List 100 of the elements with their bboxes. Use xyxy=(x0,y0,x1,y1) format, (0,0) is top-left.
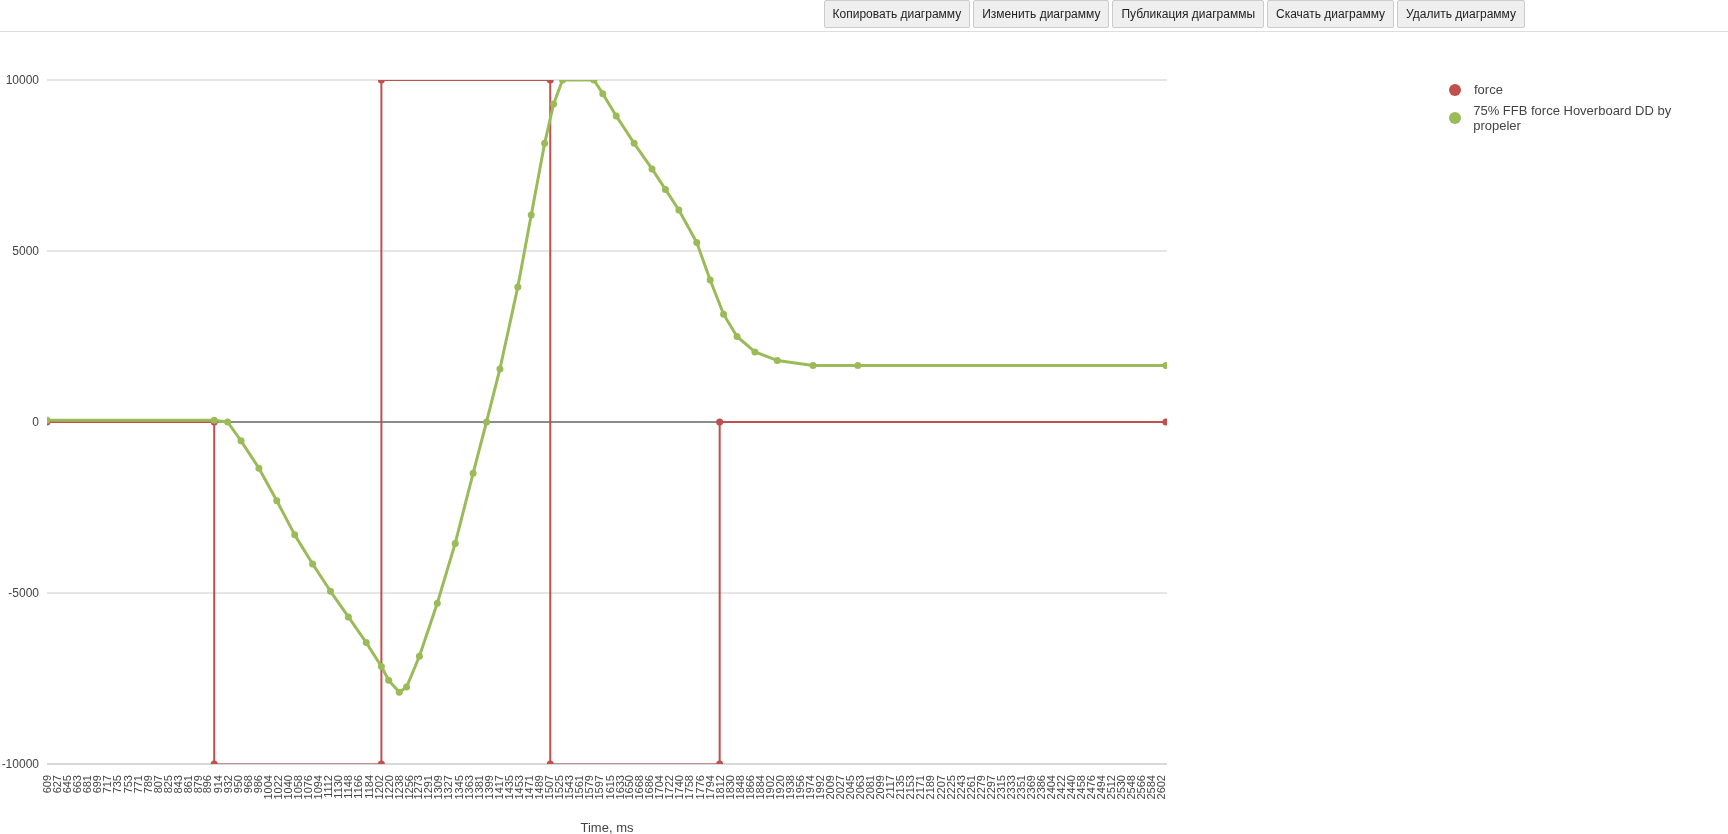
x-tick-label: 843 xyxy=(171,775,184,794)
x-tick-label: 2279 xyxy=(974,775,987,800)
x-axis-title: Time, ms xyxy=(580,820,634,834)
x-tick-label: 2045 xyxy=(843,775,856,800)
x-tick-label: 699 xyxy=(91,775,104,794)
x-tick-label: 1704 xyxy=(653,775,666,800)
x-tick-label: 1758 xyxy=(683,775,696,800)
x-tick-label: 2422 xyxy=(1054,775,1067,800)
x-tick-label: 2171 xyxy=(914,775,927,800)
y-tick-label: -10000 xyxy=(1,757,40,772)
x-tick-label: 1166 xyxy=(352,775,365,799)
x-tick-label: 735 xyxy=(111,775,124,794)
x-tick-label: 2243 xyxy=(954,775,967,800)
x-tick-label: 1022 xyxy=(271,775,284,800)
x-tick-label: 627 xyxy=(51,775,64,794)
x-tick-label: 2189 xyxy=(924,775,937,800)
x-tick-label: 1866 xyxy=(743,775,756,800)
x-tick-label: 1148 xyxy=(342,775,355,799)
x-tick-label: 1579 xyxy=(583,775,596,800)
x-tick-label: 2099 xyxy=(874,775,887,800)
y-tick-label: 0 xyxy=(32,415,40,430)
x-tick-label: 1489 xyxy=(533,775,546,800)
x-tick-label: 1794 xyxy=(703,775,716,800)
x-tick-label: 2063 xyxy=(854,775,867,800)
x-tick-label: 789 xyxy=(141,775,154,794)
x-tick-label: 1202 xyxy=(372,775,385,800)
button: Удалить диаграмму xyxy=(1397,0,1525,28)
x-tick-label: 1417 xyxy=(492,775,505,800)
x-tick-label: 2351 xyxy=(1015,775,1028,800)
x-tick-label: 1363 xyxy=(462,775,475,800)
x-tick-label: 1507 xyxy=(543,775,556,800)
x-tick-label: 2153 xyxy=(904,775,917,800)
x-tick-label: 717 xyxy=(101,775,114,794)
x-tick-label: 2297 xyxy=(984,775,997,800)
x-tick-label: 825 xyxy=(161,775,174,794)
x-tick-label: 1597 xyxy=(593,775,606,800)
x-tick-label: 1094 xyxy=(312,775,325,800)
x-tick-label: 879 xyxy=(191,775,204,794)
x-tick-label: 2117 xyxy=(884,775,897,799)
x-tick-label: 1920 xyxy=(774,775,787,800)
x-tick-label: 753 xyxy=(121,775,134,794)
x-tick-label: 1722 xyxy=(663,775,676,800)
x-tick-label: 1112 xyxy=(322,775,335,798)
x-tick-label: 2333 xyxy=(1004,775,1017,800)
x-tick-label: 2440 xyxy=(1064,775,1077,800)
x-tick-label: 807 xyxy=(151,775,164,794)
x-tick-label: 2207 xyxy=(934,775,947,800)
x-tick-label: 1525 xyxy=(553,775,566,800)
x-tick-label: 1830 xyxy=(723,775,736,800)
x-tick-label: 861 xyxy=(181,775,194,794)
x-tick-label: 2135 xyxy=(894,775,907,800)
y-tick-label: 10000 xyxy=(5,73,40,88)
x-tick-label: 1435 xyxy=(502,775,515,800)
x-tick-label: 1327 xyxy=(442,775,455,800)
x-tick-label: 2261 xyxy=(964,775,977,800)
x-tick-label: 2225 xyxy=(944,775,957,800)
x-tick-label: 1974 xyxy=(804,775,817,800)
y-tick-label: 5000 xyxy=(12,244,40,259)
x-tick-label: 1668 xyxy=(633,775,646,800)
x-tick-label: 2476 xyxy=(1084,775,1097,800)
x-tick-label: 2027 xyxy=(833,775,846,800)
x-tick-label: 1776 xyxy=(693,775,706,800)
x-tick-label: 2404 xyxy=(1044,775,1057,800)
x-tick-label: 1040 xyxy=(282,775,294,800)
x-tick-label: 2315 xyxy=(994,775,1007,800)
x-tick-label: 2548 xyxy=(1125,775,1138,800)
x-tick-label: 1381 xyxy=(472,775,485,800)
x-tick-label: 2494 xyxy=(1095,775,1108,800)
x-tick-label: 950 xyxy=(231,775,244,794)
x-tick-label: 1740 xyxy=(673,775,686,800)
x-tick-label: 1004 xyxy=(261,775,274,800)
x-tick-label: 771 xyxy=(131,775,144,794)
x-tick-label: 2530 xyxy=(1115,775,1128,800)
x-tick-label: 1650 xyxy=(623,775,636,800)
x-tick-label: 1453 xyxy=(512,775,525,800)
x-tick-label: 2458 xyxy=(1074,775,1087,800)
x-tick-label: 1273 xyxy=(412,775,425,800)
x-tick-label: 1399 xyxy=(482,775,495,800)
x-tick-label: 896 xyxy=(201,775,214,794)
x-tick-label: 2512 xyxy=(1105,775,1118,800)
button: Копировать диаграмму xyxy=(823,0,971,28)
x-tick-label: 1633 xyxy=(613,775,626,800)
x-tick-label: 1238 xyxy=(392,775,405,800)
x-tick-label: 1309 xyxy=(432,775,445,800)
button: Публикация диаграммы xyxy=(1112,0,1265,28)
x-tick-label: 1902 xyxy=(764,775,776,800)
x-tick-label: 1956 xyxy=(794,775,807,800)
x-tick-label: 1220 xyxy=(382,775,395,800)
x-tick-label: 914 xyxy=(211,775,224,794)
x-tick-label: 1543 xyxy=(563,775,576,800)
x-tick-label: 1184 xyxy=(362,775,375,799)
x-tick-label: 645 xyxy=(61,775,74,794)
legend-label: 75% FFB force Hoverboard DD by propeler xyxy=(1473,103,1673,133)
y-tick-label: -5000 xyxy=(8,586,40,601)
x-tick-label: 932 xyxy=(221,775,234,794)
x-tick-label: 1686 xyxy=(643,775,656,800)
x-tick-label: 681 xyxy=(81,775,94,794)
x-tick-label: 1076 xyxy=(302,775,315,800)
button: Изменить диаграмму xyxy=(973,0,1110,28)
x-tick-label: 2081 xyxy=(864,775,877,800)
